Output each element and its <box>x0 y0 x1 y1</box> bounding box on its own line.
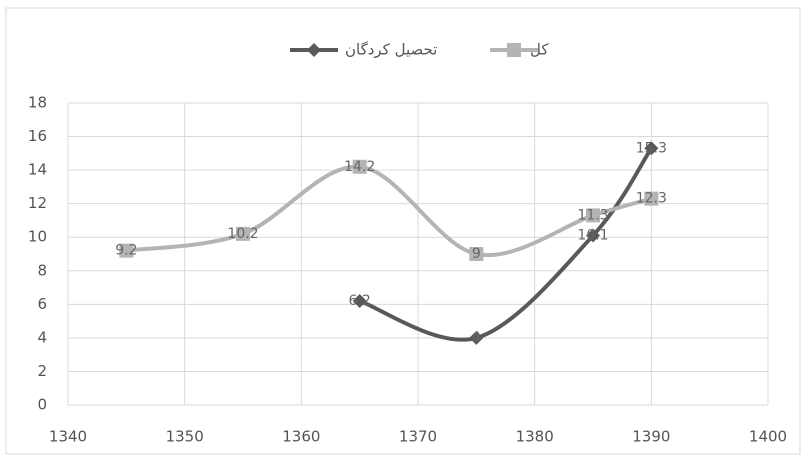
y-tick-label: 2 <box>37 362 47 380</box>
y-tick-label: 12 <box>28 194 47 212</box>
data-label: 14.2 <box>344 159 375 175</box>
marker <box>644 191 659 206</box>
chart-frame <box>5 7 801 455</box>
y-tick-label: 16 <box>28 127 47 145</box>
series-line <box>358 147 653 342</box>
data-label: 11.3 <box>577 207 608 223</box>
y-tick-label: 4 <box>37 328 47 346</box>
marker <box>352 159 367 174</box>
legend-label: کل <box>530 41 549 59</box>
y-tick-label: 8 <box>37 261 47 279</box>
data-label: 10.2 <box>227 226 258 242</box>
x-tick-label: 1400 <box>749 428 787 446</box>
marker <box>352 293 367 308</box>
marker <box>236 226 250 241</box>
marker <box>469 330 484 345</box>
x-tick-label: 1350 <box>166 428 204 446</box>
marker <box>586 208 600 223</box>
data-label: 15.3 <box>636 140 667 156</box>
data-label: 9.2 <box>115 243 137 259</box>
x-tick-label: 1340 <box>49 428 87 446</box>
y-tick-label: 0 <box>37 396 47 414</box>
data-label: 9 <box>472 246 481 262</box>
data-label: 4 <box>472 330 481 346</box>
marker <box>119 243 134 258</box>
y-tick-label: 10 <box>28 228 47 246</box>
y-tick-label: 6 <box>37 295 47 313</box>
y-tick-label: 18 <box>28 94 47 112</box>
legend-label: تحصیل کردگان <box>345 41 437 59</box>
legend-marker <box>307 43 321 57</box>
marker <box>644 141 659 156</box>
x-tick-label: 1380 <box>516 428 554 446</box>
legend-marker <box>507 43 521 57</box>
data-label: 12.3 <box>636 191 667 207</box>
y-tick-label: 14 <box>28 161 47 179</box>
x-tick-label: 1360 <box>282 428 320 446</box>
marker <box>469 247 484 261</box>
x-tick-label: 1390 <box>632 428 670 446</box>
data-label: 6.2 <box>349 293 371 309</box>
marker <box>586 228 600 243</box>
data-label: 10.1 <box>577 228 608 244</box>
x-tick-label: 1370 <box>399 428 437 446</box>
